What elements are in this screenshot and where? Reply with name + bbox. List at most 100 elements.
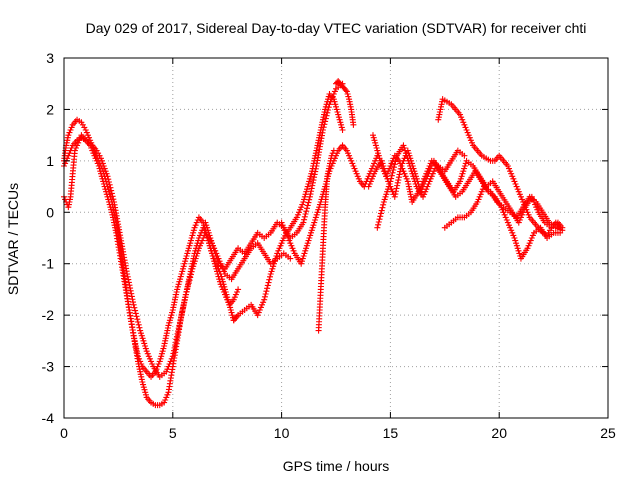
data-point xyxy=(412,181,419,187)
data-point xyxy=(174,283,181,290)
data-point xyxy=(169,353,176,360)
data-point xyxy=(323,101,330,108)
data-point xyxy=(271,258,278,265)
data-point xyxy=(214,258,221,265)
data-point xyxy=(383,173,390,180)
data-point xyxy=(425,181,432,187)
data-point xyxy=(186,277,193,284)
data-point xyxy=(365,183,372,190)
x-tick-label: 5 xyxy=(169,425,177,441)
data-point xyxy=(385,183,392,190)
data-point xyxy=(461,165,468,172)
series-trace-c xyxy=(61,132,294,380)
series-trace-k xyxy=(441,183,566,234)
data-point xyxy=(129,296,136,303)
data-point xyxy=(211,247,218,254)
data-point xyxy=(278,240,285,247)
data-point xyxy=(184,285,191,292)
data-point xyxy=(315,206,322,213)
data-point xyxy=(185,245,192,252)
data-point xyxy=(369,173,376,180)
data-point xyxy=(423,186,430,193)
data-point xyxy=(299,258,305,265)
data-point xyxy=(181,299,188,306)
data-point xyxy=(388,175,395,182)
data-point xyxy=(304,240,311,247)
y-tick-label: 1 xyxy=(46,153,54,169)
data-point xyxy=(324,109,331,116)
data-point xyxy=(515,219,522,226)
x-axis: 0 5 10 15 20 25 xyxy=(60,58,616,441)
data-point xyxy=(513,240,520,247)
y-tick-label: 0 xyxy=(46,204,54,220)
data-point xyxy=(351,165,358,172)
data-point xyxy=(312,217,319,223)
data-point xyxy=(474,199,481,205)
data-point xyxy=(198,240,205,247)
data-point xyxy=(229,312,236,319)
data-point xyxy=(380,199,387,205)
data-point xyxy=(65,132,72,139)
data-point xyxy=(377,210,384,217)
data-point xyxy=(381,196,388,203)
data-point xyxy=(479,186,486,193)
data-point xyxy=(391,161,398,168)
data-point xyxy=(355,175,362,182)
data-point xyxy=(223,291,230,298)
data-point xyxy=(352,168,359,175)
data-point xyxy=(284,232,291,239)
data-point xyxy=(167,358,174,365)
data-point xyxy=(176,322,183,329)
data-point xyxy=(213,255,220,262)
data-point xyxy=(350,163,357,169)
data-point xyxy=(169,309,176,316)
data-point xyxy=(303,188,310,195)
data-point xyxy=(203,222,210,229)
data-point xyxy=(306,235,313,241)
data-point xyxy=(158,353,165,360)
data-point xyxy=(185,280,192,287)
data-point xyxy=(514,245,521,252)
data-point xyxy=(164,366,171,373)
data-point xyxy=(224,296,231,303)
data-point xyxy=(97,168,104,175)
data-point xyxy=(504,163,511,169)
data-point xyxy=(105,199,112,205)
data-point xyxy=(401,145,408,151)
data-point xyxy=(138,361,145,367)
data-point xyxy=(230,296,237,303)
data-point xyxy=(377,160,384,167)
data-point xyxy=(308,185,315,192)
data-point xyxy=(402,147,409,154)
data-point xyxy=(424,168,431,175)
data-point xyxy=(165,322,172,329)
data-point xyxy=(233,289,240,295)
data-point xyxy=(369,132,376,139)
data-point xyxy=(384,170,391,177)
data-point xyxy=(507,224,514,231)
data-point xyxy=(322,103,329,110)
data-point xyxy=(458,114,465,121)
data-point xyxy=(220,268,227,275)
data-point xyxy=(62,160,69,167)
data-point xyxy=(125,279,132,286)
data-point xyxy=(311,174,318,181)
data-point xyxy=(105,196,112,203)
data-point xyxy=(371,160,378,167)
data-point xyxy=(189,232,196,239)
data-point xyxy=(272,255,279,262)
data-point xyxy=(287,240,294,247)
data-point xyxy=(137,358,144,365)
data-point xyxy=(332,101,339,108)
data-point xyxy=(499,206,506,213)
data-point xyxy=(167,314,174,321)
data-point xyxy=(278,219,285,226)
data-point xyxy=(513,183,520,190)
data-point xyxy=(519,196,526,203)
data-point xyxy=(110,196,117,203)
data-point xyxy=(299,201,306,208)
data-point xyxy=(427,175,434,182)
data-point xyxy=(180,263,187,270)
data-point xyxy=(301,196,308,203)
data-point xyxy=(65,152,72,159)
